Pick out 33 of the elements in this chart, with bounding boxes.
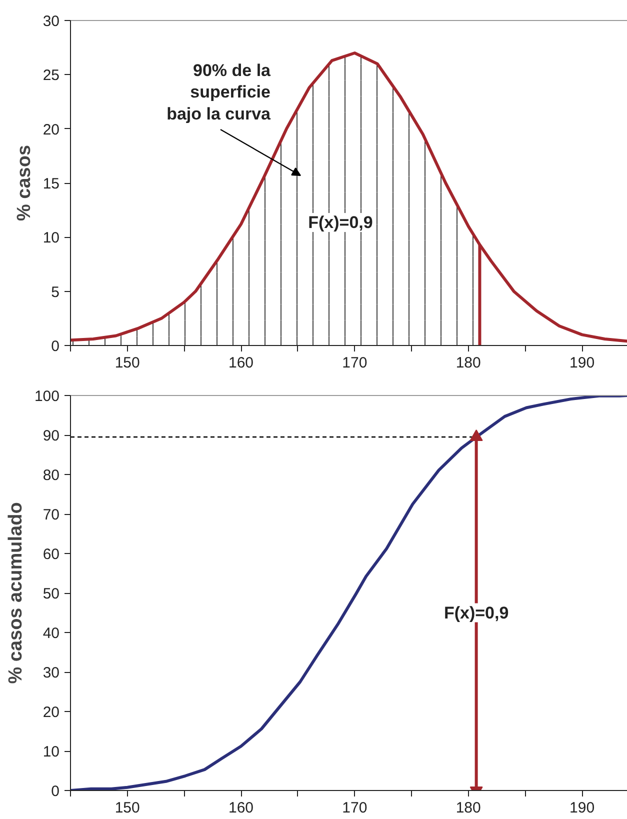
annotation: F(x)=0,9 — [444, 603, 509, 622]
y-tick-label: 60 — [42, 546, 60, 563]
x-tick-label: 150 — [114, 800, 140, 816]
x-tick-label: 150 — [114, 354, 140, 372]
x-tick-label: 170 — [342, 800, 368, 816]
annotation: F(x)=0,9 — [308, 213, 373, 232]
y-tick-label: 50 — [42, 586, 60, 602]
y-tick-label: 30 — [42, 664, 60, 682]
y-tick-label: 70 — [42, 506, 60, 524]
y-axis-title: % casos acumulado — [5, 502, 26, 684]
x-tick-label: 180 — [456, 800, 481, 816]
y-tick-label: 10 — [42, 744, 60, 760]
y-tick-label: 30 — [42, 13, 60, 30]
y-tick-label: 15 — [42, 176, 60, 192]
x-tick-label: 190 — [570, 800, 595, 816]
x-tick-label: 160 — [228, 354, 254, 372]
y-tick-label: 100 — [34, 388, 60, 405]
y-tick-label: 80 — [42, 467, 60, 484]
y-tick-label: 20 — [42, 121, 60, 138]
y-tick-label: 0 — [51, 783, 60, 800]
y-tick-label: 25 — [42, 67, 60, 84]
y-tick-label: 20 — [42, 704, 60, 721]
y-tick-label: 10 — [42, 230, 60, 247]
x-tick-label: 180 — [456, 354, 481, 372]
y-tick-label: 40 — [42, 625, 60, 642]
annotation: 90% de la superficie bajo la curva — [166, 60, 272, 124]
x-tick-label: 170 — [342, 354, 368, 372]
y-axis-title: % casos — [14, 144, 35, 222]
x-tick-label: 190 — [570, 354, 595, 372]
y-tick-label: 90 — [42, 428, 60, 444]
x-tick-label: 160 — [228, 800, 254, 816]
y-tick-label: 5 — [51, 284, 60, 301]
y-tick-label: 0 — [51, 338, 60, 355]
